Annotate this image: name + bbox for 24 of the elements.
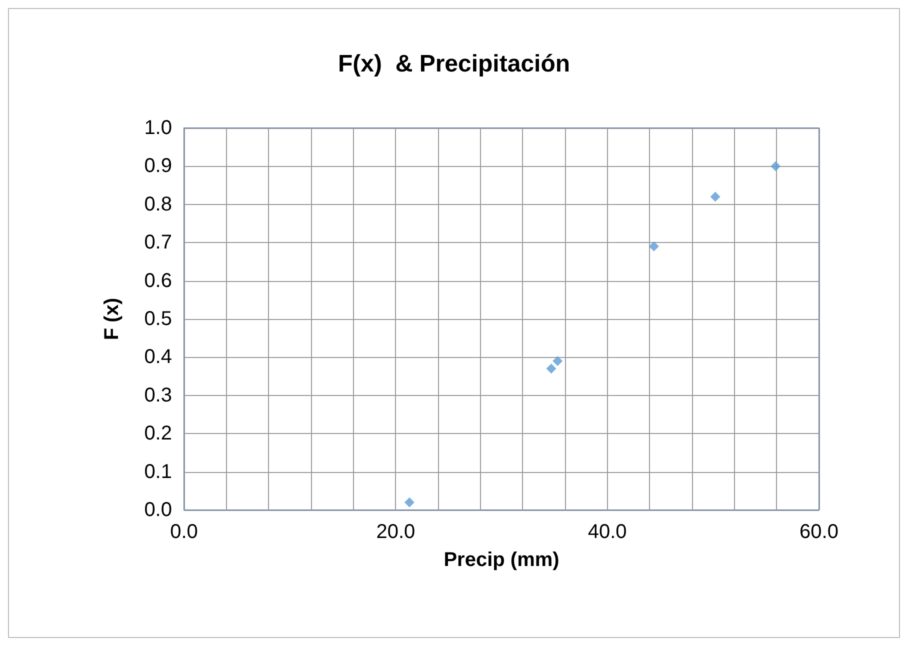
x-tick-label: 0.0 [170, 521, 198, 543]
y-tick-label: 0.4 [144, 346, 172, 368]
point [404, 497, 414, 508]
chart-title: F(x) & Precipitación [338, 50, 570, 78]
point [546, 364, 556, 374]
y-tick-label: 0.8 [144, 193, 172, 216]
y-tick-label: 0.3 [144, 384, 172, 406]
point [648, 241, 659, 252]
x-tick-label: 60.0 [800, 521, 838, 543]
y-tick-label: 0.6 [144, 270, 172, 292]
point [710, 192, 720, 202]
y-axis-title: F (x) [101, 298, 123, 340]
y-tick-label: 1.0 [144, 117, 172, 139]
y-tick-label: 0.7 [144, 232, 172, 254]
x-tick-label: 20.0 [376, 521, 416, 543]
y-tick-label: 0.1 [144, 460, 172, 483]
x-axis-title: Precip (mm) [444, 549, 560, 571]
point [770, 161, 781, 172]
y-tick-label: 0.0 [144, 499, 172, 521]
x-tick-label: 40.0 [588, 521, 627, 543]
y-tick-label: 0.5 [144, 308, 172, 330]
point [552, 356, 563, 366]
y-tick-label: 0.2 [144, 422, 172, 445]
y-tick-label: 0.9 [144, 155, 172, 178]
